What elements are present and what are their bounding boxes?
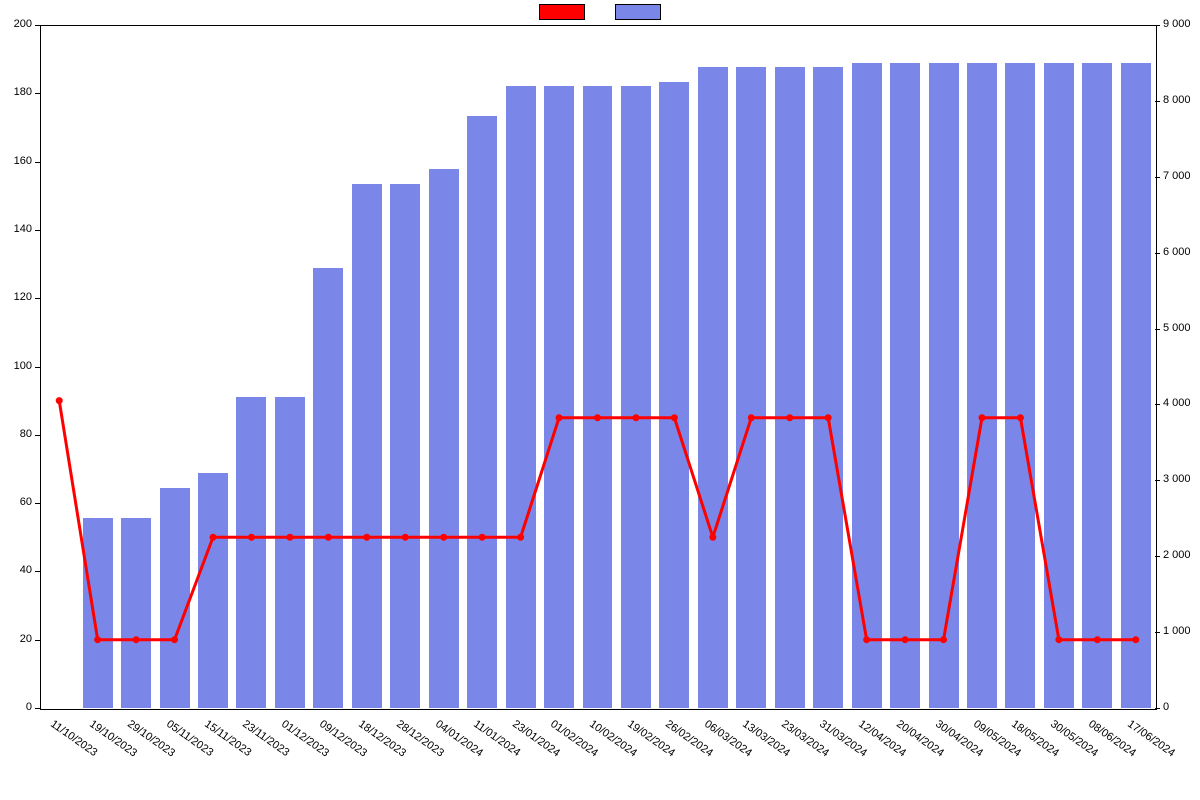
line-marker	[710, 534, 716, 540]
legend-swatch-0	[539, 4, 585, 20]
line-marker	[979, 415, 985, 421]
line-marker	[595, 415, 601, 421]
y-right-tick-label: 8 000	[1163, 94, 1191, 106]
line-marker	[479, 534, 485, 540]
y-right-tick-label: 3 000	[1163, 473, 1191, 485]
legend-swatch-1	[615, 4, 661, 20]
line-marker	[1094, 637, 1100, 643]
line-series	[59, 401, 1136, 640]
y-left-tick-label: 40	[0, 564, 32, 576]
line-marker	[1056, 637, 1062, 643]
line-layer	[40, 25, 1155, 708]
line-marker	[864, 637, 870, 643]
line-marker	[402, 534, 408, 540]
line-marker	[133, 637, 139, 643]
y-right-tick-label: 5 000	[1163, 322, 1191, 334]
line-marker	[287, 534, 293, 540]
y-right-tick-label: 4 000	[1163, 397, 1191, 409]
y-left-tick-label: 20	[0, 633, 32, 645]
line-marker	[248, 534, 254, 540]
y-right-tick-label: 0	[1163, 701, 1169, 713]
line-marker	[556, 415, 562, 421]
line-marker	[748, 415, 754, 421]
line-marker	[56, 398, 62, 404]
line-marker	[902, 637, 908, 643]
y-left-tick-label: 200	[0, 18, 32, 30]
line-marker	[325, 534, 331, 540]
y-left-tick-label: 80	[0, 428, 32, 440]
line-marker	[825, 415, 831, 421]
line-marker	[172, 637, 178, 643]
line-marker	[1017, 415, 1023, 421]
line-marker	[633, 415, 639, 421]
y-right-tick-label: 9 000	[1163, 18, 1191, 30]
line-marker	[941, 637, 947, 643]
line-marker	[1133, 637, 1139, 643]
line-marker	[671, 415, 677, 421]
y-left-tick-label: 140	[0, 223, 32, 235]
line-marker	[210, 534, 216, 540]
line-marker	[95, 637, 101, 643]
y-left-tick-label: 120	[0, 291, 32, 303]
line-marker	[518, 534, 524, 540]
y-right-tick-label: 1 000	[1163, 625, 1191, 637]
y-left-tick-label: 100	[0, 360, 32, 372]
y-left-tick-label: 180	[0, 86, 32, 98]
line-marker	[364, 534, 370, 540]
y-left-tick-label: 0	[0, 701, 32, 713]
line-marker	[441, 534, 447, 540]
chart-legend	[0, 4, 1200, 20]
line-marker	[787, 415, 793, 421]
y-right-tick-label: 7 000	[1163, 170, 1191, 182]
y-left-tick-label: 160	[0, 155, 32, 167]
y-right-tick-label: 6 000	[1163, 246, 1191, 258]
y-left-tick-label: 60	[0, 496, 32, 508]
combo-chart: 0 20 40 60 80 100 120 140 160 180 200 0 1 000 2 000 3 …	[0, 0, 1200, 800]
y-right-tick-label: 2 000	[1163, 549, 1191, 561]
